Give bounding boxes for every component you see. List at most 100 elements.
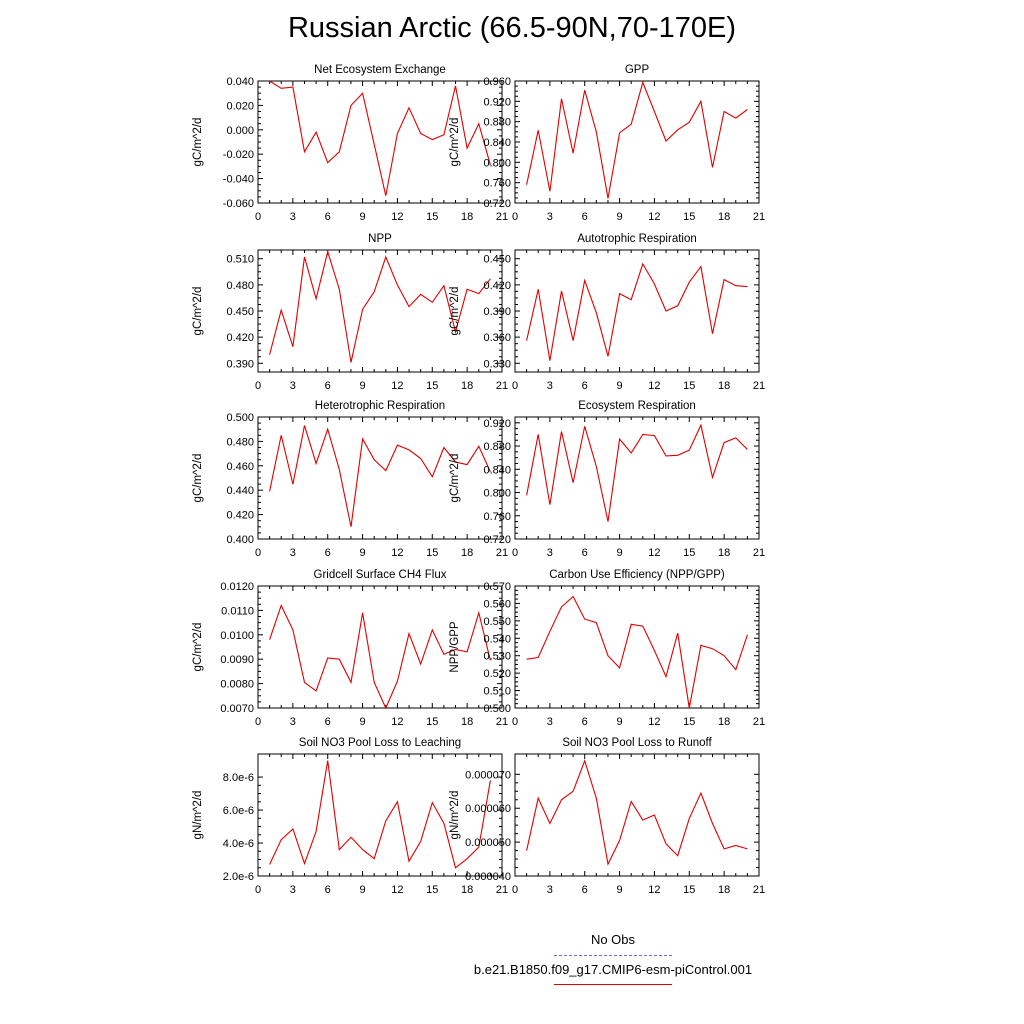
x-tick-label: 3 <box>290 547 296 559</box>
x-tick-label: 18 <box>461 716 473 728</box>
y-tick-label: 0.840 <box>483 137 511 149</box>
x-tick-label: 18 <box>461 884 473 896</box>
series-line-1 <box>526 423 748 522</box>
x-tick-label: 3 <box>547 547 553 559</box>
y-tick-label: 0.020 <box>226 100 254 112</box>
x-tick-label: 0 <box>255 716 261 728</box>
series-line-1 <box>269 80 491 196</box>
y-tick-label: 0.480 <box>226 436 254 448</box>
y-tick-label: 0.330 <box>483 358 511 370</box>
y-tick-label: 0.570 <box>483 581 511 593</box>
series-line-1 <box>269 760 491 869</box>
x-tick-label: 3 <box>547 211 553 223</box>
chart-title: Soil NO3 Pool Loss to Leaching <box>299 737 461 749</box>
x-tick-label: 15 <box>683 716 695 728</box>
y-tick-label: 0.720 <box>483 534 511 546</box>
x-tick-label: 15 <box>683 884 695 896</box>
y-tick-label: 0.800 <box>483 488 511 500</box>
series-line-1 <box>269 425 491 527</box>
x-tick-label: 0 <box>512 716 518 728</box>
x-tick-label: 9 <box>617 716 623 728</box>
y-axis-label: gC/m^2/d <box>449 118 461 167</box>
x-tick-label: 6 <box>582 716 588 728</box>
y-tick-label: 4.0e-6 <box>223 838 254 850</box>
y-tick-label: 0.920 <box>483 96 511 108</box>
x-tick-label: 18 <box>718 716 730 728</box>
y-tick-label: 0.000060 <box>465 803 511 815</box>
x-tick-label: 6 <box>325 380 331 392</box>
y-tick-label: 0.550 <box>483 616 511 628</box>
x-tick-label: 6 <box>325 716 331 728</box>
y-axis-label: NPP/GPP <box>449 621 461 672</box>
x-tick-label: 12 <box>648 547 660 559</box>
y-axis-label: gN/m^2/d <box>449 791 461 840</box>
y-tick-label: 0.450 <box>226 306 254 318</box>
x-tick-label: 3 <box>547 884 553 896</box>
y-tick-label: 0.000 <box>226 125 254 137</box>
chart-title: Net Ecosystem Exchange <box>314 64 446 76</box>
x-tick-label: 15 <box>683 380 695 392</box>
chart-panel-9: Soil NO3 Pool Loss to Leaching 0 3 6 9 12 15 18… <box>192 737 508 896</box>
chart-panel-1: Net Ecosystem Exchange 0 3 6 9 12 15 18 21 -0.060… <box>192 64 508 223</box>
y-tick-label: 0.920 <box>483 418 511 430</box>
chart-title: Heterotrophic Respiration <box>315 400 445 412</box>
y-tick-label: 0.760 <box>483 178 511 190</box>
x-tick-label: 3 <box>547 380 553 392</box>
x-tick-label: 18 <box>461 380 473 392</box>
x-tick-label: 15 <box>426 547 438 559</box>
plot-frame <box>257 585 503 709</box>
y-tick-label: 8.0e-6 <box>223 772 254 784</box>
x-tick-label: 12 <box>648 884 660 896</box>
legend-line-model <box>554 984 672 985</box>
series-line-1 <box>526 80 748 199</box>
x-tick-label: 21 <box>496 211 508 223</box>
x-tick-label: 9 <box>360 380 366 392</box>
y-tick-label: 0.500 <box>483 703 511 715</box>
y-tick-label: 0.0080 <box>220 679 254 691</box>
y-tick-label: 6.0e-6 <box>223 805 254 817</box>
y-tick-label: 0.0100 <box>220 630 254 642</box>
y-tick-label: 0.420 <box>483 280 511 292</box>
x-tick-label: 12 <box>391 380 403 392</box>
x-tick-label: 15 <box>683 211 695 223</box>
x-tick-label: 0 <box>255 380 261 392</box>
y-axis-label: gC/m^2/d <box>192 623 204 672</box>
series-line-1 <box>526 262 748 361</box>
y-tick-label: 0.040 <box>226 76 254 88</box>
x-tick-label: 18 <box>718 380 730 392</box>
y-tick-label: 0.390 <box>226 358 254 370</box>
x-tick-label: 21 <box>753 716 765 728</box>
legend-label-model: b.e21.B1850.f09_g17.CMIP6-esm-piControl.… <box>473 962 753 977</box>
y-tick-label: 0.420 <box>226 332 254 344</box>
x-tick-label: 6 <box>325 547 331 559</box>
x-tick-label: 0 <box>512 211 518 223</box>
x-tick-label: 21 <box>753 547 765 559</box>
x-tick-label: 12 <box>391 884 403 896</box>
x-tick-label: 12 <box>648 380 660 392</box>
y-tick-label: 0.500 <box>226 412 254 424</box>
x-tick-label: 21 <box>496 380 508 392</box>
y-tick-label: 0.000070 <box>465 769 511 781</box>
chart-title: Gridcell Surface CH4 Flux <box>314 569 447 581</box>
x-tick-label: 21 <box>753 884 765 896</box>
x-tick-label: 3 <box>290 211 296 223</box>
series-line-1 <box>269 249 491 363</box>
y-tick-label: 0.880 <box>483 441 511 453</box>
page-title: Russian Arctic (66.5-90N,70-170E) <box>287 12 737 44</box>
x-tick-label: 6 <box>582 380 588 392</box>
x-tick-label: 12 <box>391 211 403 223</box>
y-tick-label: 0.000040 <box>465 871 511 883</box>
plot-frame <box>257 249 503 373</box>
x-tick-label: 18 <box>718 884 730 896</box>
y-axis-label: gC/m^2/d <box>192 287 204 336</box>
x-tick-label: 12 <box>648 211 660 223</box>
y-tick-label: 0.840 <box>483 464 511 476</box>
chart-panel-3: NPP 0 3 6 9 12 15 18 21 0.390 0.420 0.450 0.480 0.510… <box>192 233 508 392</box>
x-tick-label: 0 <box>255 211 261 223</box>
x-tick-label: 21 <box>496 884 508 896</box>
y-tick-label: 0.400 <box>226 534 254 546</box>
x-tick-label: 9 <box>360 547 366 559</box>
x-tick-label: 12 <box>648 716 660 728</box>
x-tick-label: 21 <box>496 547 508 559</box>
